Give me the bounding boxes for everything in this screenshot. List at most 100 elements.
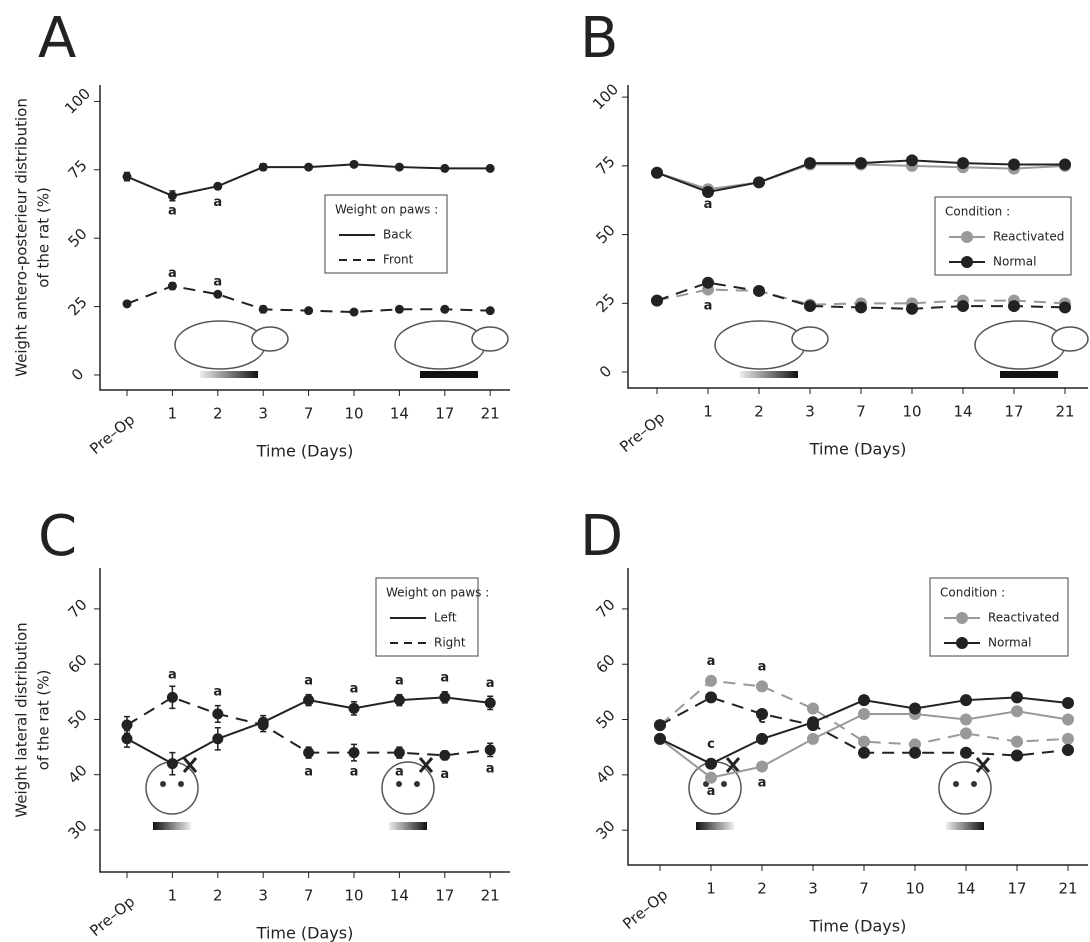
axes bbox=[627, 85, 1088, 389]
x-tick-label: 14 bbox=[956, 880, 975, 898]
x-axis-label: Time (Days) bbox=[809, 440, 907, 459]
x-tick-label: 10 bbox=[344, 887, 363, 905]
y-tick-label: 25 bbox=[593, 290, 619, 316]
x-tick-label: 3 bbox=[808, 880, 818, 898]
annotation: a bbox=[395, 764, 404, 779]
x-tick-label: 21 bbox=[1055, 403, 1074, 421]
data-point bbox=[166, 758, 178, 770]
annotation: a bbox=[486, 762, 495, 777]
data-point bbox=[121, 719, 133, 731]
rat-illustration bbox=[721, 781, 727, 787]
data-point bbox=[960, 746, 972, 759]
rat-illustration bbox=[178, 781, 184, 787]
legend-title: Condition : bbox=[940, 586, 1005, 600]
data-point bbox=[651, 166, 663, 179]
data-point bbox=[167, 281, 177, 291]
data-point bbox=[167, 191, 177, 201]
y-tick-label: 50 bbox=[593, 706, 619, 732]
rat-illustration bbox=[174, 320, 266, 370]
data-point bbox=[348, 747, 360, 759]
data-point bbox=[440, 304, 450, 314]
rat-illustration bbox=[1051, 326, 1089, 352]
data-point bbox=[348, 702, 360, 714]
data-point bbox=[957, 300, 969, 313]
data-point bbox=[909, 702, 921, 715]
x-tick-label: 3 bbox=[258, 405, 268, 423]
data-point bbox=[807, 702, 819, 715]
y-tick-label: 75 bbox=[593, 152, 619, 178]
annotation: a bbox=[704, 299, 713, 314]
legend-label: Reactivated bbox=[993, 230, 1064, 244]
x-tick-label: 14 bbox=[953, 403, 972, 421]
data-point bbox=[654, 732, 666, 745]
rat-illustration bbox=[971, 781, 977, 787]
x-tick-label: 17 bbox=[1007, 880, 1026, 898]
x-axis-label: Time (Days) bbox=[256, 924, 354, 942]
data-point bbox=[213, 181, 223, 191]
legend-label: Left bbox=[434, 611, 457, 625]
rat-illustration bbox=[938, 761, 992, 815]
x-tick-label: 2 bbox=[757, 880, 767, 898]
annotation: a bbox=[304, 673, 313, 688]
y-tick-label: 70 bbox=[593, 595, 619, 621]
data-point bbox=[258, 162, 268, 172]
data-point bbox=[705, 691, 717, 704]
data-point bbox=[855, 301, 867, 314]
data-point bbox=[393, 694, 405, 706]
series-line bbox=[659, 679, 1069, 746]
y-tick-label: 50 bbox=[65, 225, 91, 251]
y-axis-label: Weight lateral distribution bbox=[13, 622, 31, 817]
panel-letter: C bbox=[38, 504, 77, 569]
y-axis-label: Weight antero-posterieur distribution bbox=[13, 98, 31, 377]
panel-letter: D bbox=[580, 504, 623, 569]
x-tick-label: 1 bbox=[706, 880, 716, 898]
rat-illustration bbox=[418, 757, 434, 773]
x-tick-label: 2 bbox=[213, 405, 223, 423]
data-point bbox=[485, 163, 495, 173]
annotation: a bbox=[758, 776, 767, 791]
legend-title: Weight on paws : bbox=[335, 203, 438, 217]
legend-marker bbox=[961, 256, 973, 268]
annotation: a bbox=[758, 660, 767, 675]
data-point bbox=[1011, 705, 1023, 718]
rat-illustration bbox=[791, 326, 829, 352]
rat-illustration bbox=[975, 757, 991, 773]
y-axis-label: of the rat (%) bbox=[35, 187, 53, 288]
rat-illustration bbox=[160, 781, 166, 787]
x-tick-label: 10 bbox=[902, 403, 921, 421]
data-point bbox=[960, 694, 972, 707]
data-point bbox=[1062, 696, 1074, 709]
paw-bar bbox=[740, 371, 798, 378]
rat-illustration bbox=[471, 326, 509, 352]
x-tick-label: 1 bbox=[703, 403, 713, 421]
paw-bar bbox=[696, 822, 734, 830]
annotation: a bbox=[350, 764, 359, 779]
data-point bbox=[960, 713, 972, 726]
paw-bar bbox=[200, 371, 258, 378]
annotation: a bbox=[213, 274, 222, 289]
x-axis-label: Time (Days) bbox=[809, 917, 907, 936]
rat-illustration bbox=[703, 781, 709, 787]
legend-label: Front bbox=[383, 253, 414, 267]
data-point bbox=[753, 284, 765, 297]
data-point bbox=[394, 162, 404, 172]
x-tick-label: Pre–Op bbox=[616, 408, 668, 456]
legend-marker bbox=[956, 637, 968, 649]
data-point bbox=[1059, 158, 1071, 171]
data-point bbox=[349, 307, 359, 317]
legend-label: Back bbox=[383, 228, 412, 242]
data-point bbox=[804, 157, 816, 170]
data-point bbox=[909, 738, 921, 751]
data-point bbox=[304, 306, 314, 316]
data-point bbox=[705, 674, 717, 687]
data-point bbox=[303, 694, 315, 706]
data-point bbox=[212, 733, 224, 745]
rat-illustration bbox=[725, 757, 741, 773]
rat-illustration bbox=[414, 781, 420, 787]
data-point bbox=[855, 157, 867, 170]
data-point bbox=[756, 732, 768, 745]
y-tick-label: 60 bbox=[65, 651, 91, 677]
annotation: a bbox=[213, 195, 222, 210]
y-tick-label: 30 bbox=[65, 817, 91, 843]
